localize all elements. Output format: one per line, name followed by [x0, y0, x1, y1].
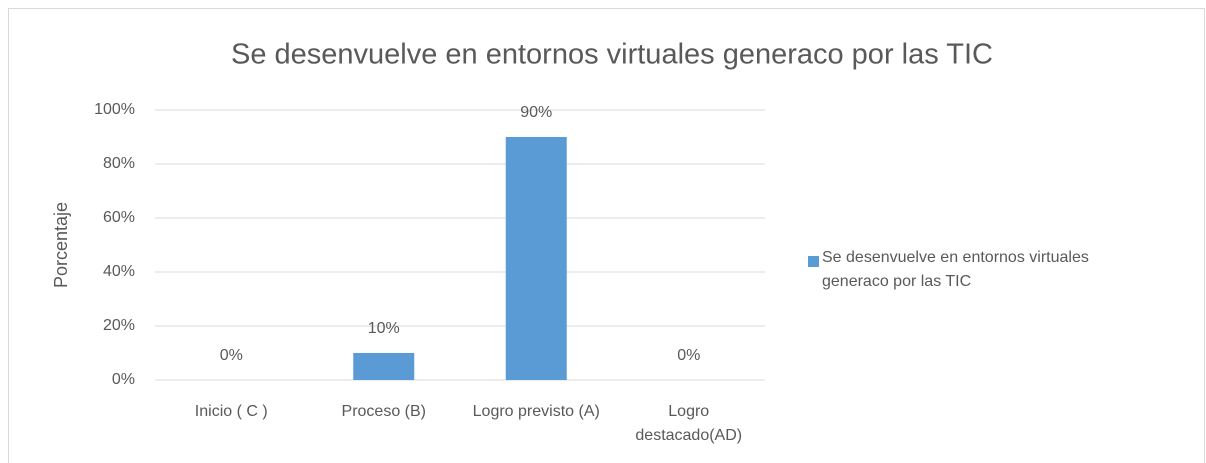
y-tick-label: 40%	[103, 263, 135, 280]
data-label: 10%	[368, 320, 400, 337]
x-tick-label: Inicio ( C )	[194, 403, 268, 420]
y-tick-label: 80%	[103, 155, 135, 172]
data-label: 0%	[677, 347, 700, 364]
y-tick-label: 20%	[103, 317, 135, 334]
bar	[353, 353, 415, 380]
legend-swatch	[808, 256, 819, 267]
legend-label: Se desenvuelve en entornos virtuales gen…	[822, 249, 1089, 290]
x-tick-label: Proceso (B)	[341, 403, 426, 420]
data-label: 0%	[220, 347, 243, 364]
chart-title: Se desenvuelve en entornos virtuales gen…	[231, 39, 993, 71]
y-axis-label: Porcentaje	[51, 202, 71, 288]
y-tick-label: 100%	[94, 101, 135, 118]
data-label: 90%	[520, 104, 552, 121]
y-tick-label: 0%	[112, 371, 135, 388]
y-tick-label: 60%	[103, 209, 135, 226]
bar	[505, 137, 567, 380]
x-tick-label: Logro previsto (A)	[472, 403, 600, 420]
chart-border	[8, 8, 1205, 463]
x-tick-label: Logro destacado(AD)	[635, 403, 743, 444]
